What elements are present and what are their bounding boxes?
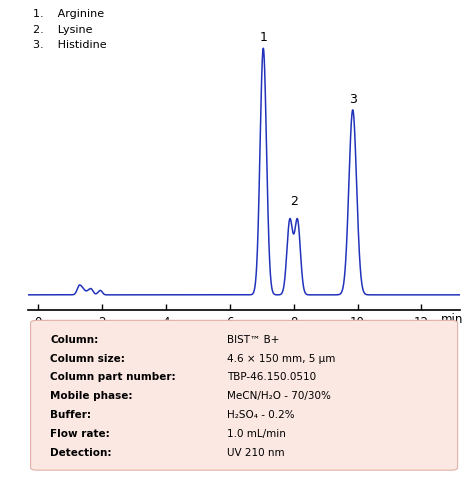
- Text: UV 210 nm: UV 210 nm: [227, 447, 284, 457]
- Text: 4.6 × 150 mm, 5 μm: 4.6 × 150 mm, 5 μm: [227, 353, 335, 363]
- Text: Column size:: Column size:: [50, 353, 125, 363]
- Text: 1.0 mL/min: 1.0 mL/min: [227, 428, 286, 438]
- Text: 1: 1: [259, 31, 267, 44]
- Text: BIST™ B+: BIST™ B+: [227, 334, 279, 344]
- Text: Buffer:: Buffer:: [50, 409, 91, 419]
- Text: TBP-46.150.0510: TBP-46.150.0510: [227, 372, 316, 382]
- FancyBboxPatch shape: [31, 321, 457, 470]
- Text: Mobile phase:: Mobile phase:: [50, 391, 133, 400]
- Text: 1.    Arginine
2.    Lysine
3.    Histidine: 1. Arginine 2. Lysine 3. Histidine: [33, 9, 106, 50]
- Text: H₂SO₄ - 0.2%: H₂SO₄ - 0.2%: [227, 409, 294, 419]
- Text: Column:: Column:: [50, 334, 98, 344]
- Text: Flow rate:: Flow rate:: [50, 428, 110, 438]
- Text: 3: 3: [349, 93, 356, 106]
- Text: min: min: [441, 313, 463, 325]
- Text: Column part number:: Column part number:: [50, 372, 176, 382]
- Text: Detection:: Detection:: [50, 447, 111, 457]
- Text: MeCN/H₂O - 70/30%: MeCN/H₂O - 70/30%: [227, 391, 331, 400]
- Text: 2: 2: [290, 195, 298, 208]
